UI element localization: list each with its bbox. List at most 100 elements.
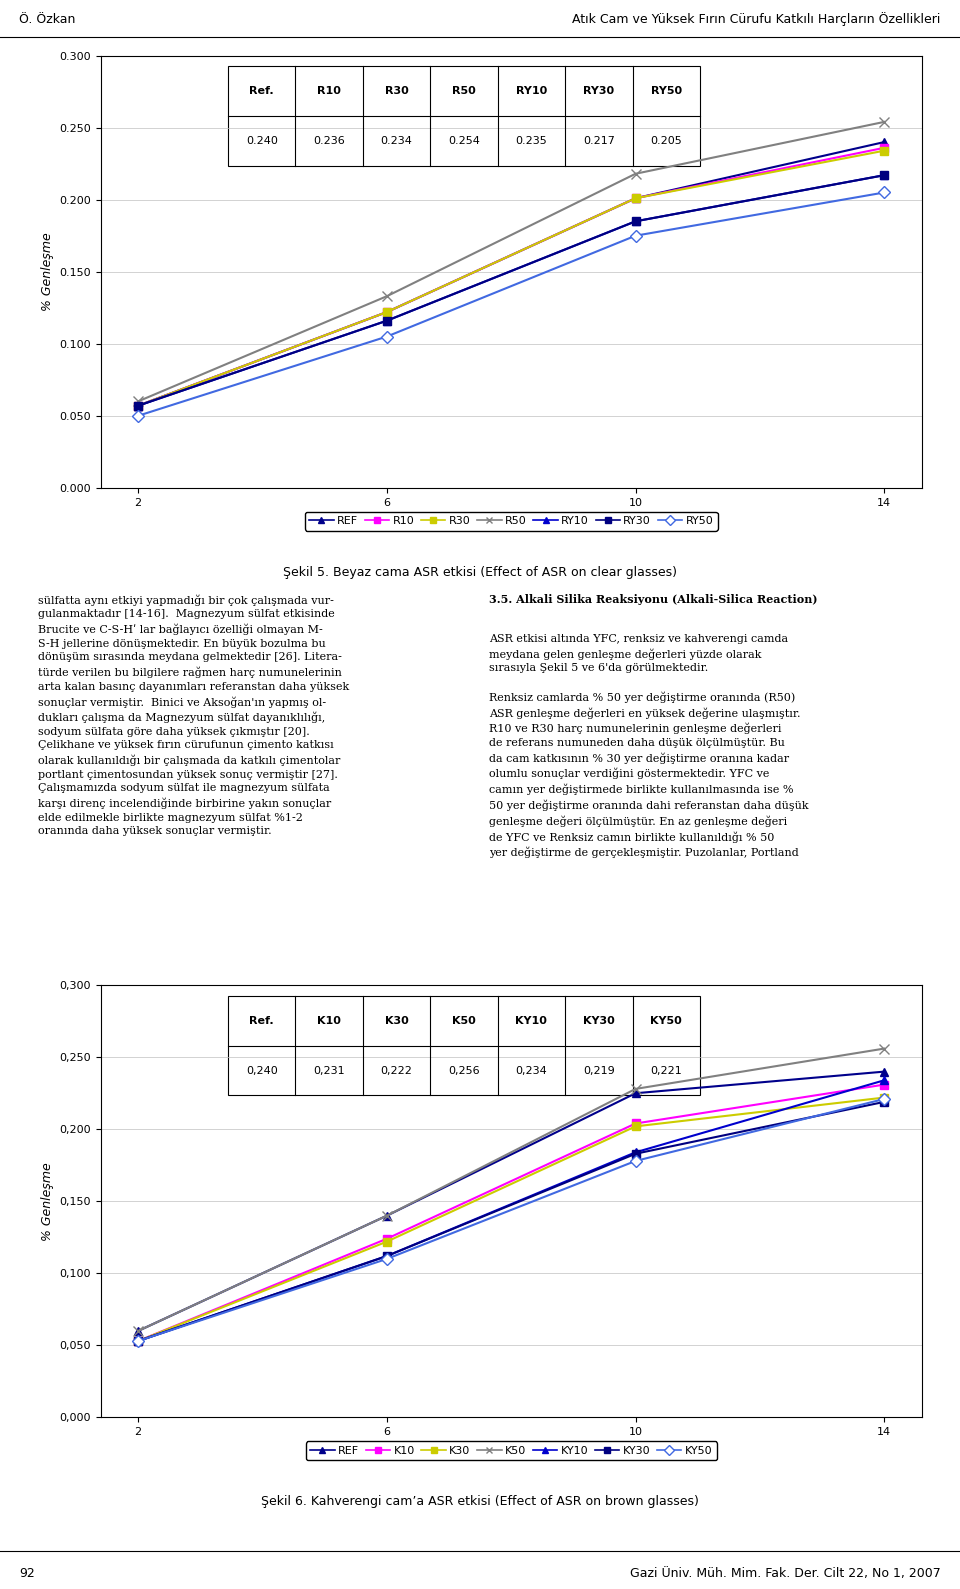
Text: 0,256: 0,256	[448, 1066, 480, 1076]
R10	[132, 396, 144, 415]
RY30	[132, 396, 144, 415]
Text: 0.236: 0.236	[313, 137, 345, 146]
Text: Atık Cam ve Yüksek Fırın Cürufu Katkılı Harçların Özellikleri: Atık Cam ve Yüksek Fırın Cürufu Katkılı …	[572, 13, 941, 25]
Line: REF: REF	[134, 1068, 888, 1335]
FancyBboxPatch shape	[228, 996, 700, 1095]
Text: 0,234: 0,234	[516, 1066, 547, 1076]
Y-axis label: % Genleşme: % Genleşme	[40, 232, 54, 311]
Line: K10: K10	[134, 1081, 888, 1346]
KY50	[132, 1332, 144, 1351]
RY30	[630, 211, 641, 230]
RY50	[381, 327, 393, 346]
REF	[878, 132, 890, 151]
Text: 92: 92	[19, 1567, 35, 1579]
FancyBboxPatch shape	[228, 67, 700, 165]
X-axis label: Zaman (gün): Zaman (gün)	[470, 513, 552, 526]
R50	[381, 286, 393, 305]
Text: RY10: RY10	[516, 86, 547, 97]
RY50	[132, 407, 144, 426]
KY10	[630, 1142, 641, 1162]
Text: Şekil 5. Beyaz cama ASR etkisi (Effect of ASR on clear glasses): Şekil 5. Beyaz cama ASR etkisi (Effect o…	[283, 566, 677, 578]
KY30	[381, 1246, 393, 1265]
KY50	[381, 1249, 393, 1268]
RY50	[630, 226, 641, 245]
KY10	[381, 1246, 393, 1265]
Text: Ref.: Ref.	[250, 86, 274, 97]
Line: K30: K30	[134, 1093, 888, 1346]
Line: R30: R30	[134, 146, 888, 410]
Line: R50: R50	[133, 118, 889, 407]
Text: KY50: KY50	[650, 1015, 683, 1026]
Text: K50: K50	[452, 1015, 476, 1026]
R50	[630, 164, 641, 183]
K30	[878, 1088, 890, 1108]
Line: RY30: RY30	[134, 172, 888, 410]
K30	[132, 1332, 144, 1351]
R10	[381, 302, 393, 321]
Text: 0.205: 0.205	[650, 137, 683, 146]
RY30	[878, 165, 890, 184]
RY10	[132, 396, 144, 415]
Text: 0.234: 0.234	[381, 137, 413, 146]
Line: KY50: KY50	[134, 1095, 888, 1346]
Text: sülfatta aynı etkiyi yapmadığı bir çok çalışmada vur-
gulanmaktadır [14-16].  Ma: sülfatta aynı etkiyi yapmadığı bir çok ç…	[37, 594, 349, 836]
K50	[878, 1039, 890, 1058]
Text: R10: R10	[317, 86, 341, 97]
Y-axis label: % Genleşme: % Genleşme	[41, 1162, 54, 1241]
K50	[381, 1206, 393, 1225]
RY10	[878, 165, 890, 184]
KY30	[630, 1144, 641, 1163]
REF	[381, 1206, 393, 1225]
Line: RY10: RY10	[134, 172, 888, 410]
Text: 0,219: 0,219	[583, 1066, 614, 1076]
Line: RY50: RY50	[134, 189, 888, 419]
RY30	[381, 311, 393, 331]
Text: Ref.: Ref.	[250, 1015, 274, 1026]
R10	[630, 189, 641, 208]
KY50	[878, 1090, 890, 1109]
Line: KY30: KY30	[134, 1098, 888, 1346]
K30	[381, 1231, 393, 1251]
Text: Ö. Özkan: Ö. Özkan	[19, 13, 76, 25]
Text: R30: R30	[385, 86, 408, 97]
Text: R50: R50	[452, 86, 476, 97]
REF	[630, 189, 641, 208]
KY10	[132, 1332, 144, 1351]
Text: 0,221: 0,221	[650, 1066, 683, 1076]
Text: 0,240: 0,240	[246, 1066, 277, 1076]
Text: RY30: RY30	[584, 86, 614, 97]
K10	[878, 1076, 890, 1095]
Text: 0.240: 0.240	[246, 137, 277, 146]
KY30	[132, 1332, 144, 1351]
K10	[381, 1230, 393, 1249]
R50	[132, 392, 144, 412]
Legend: REF, K10, K30, K50, KY10, KY30, KY50: REF, K10, K30, K50, KY10, KY30, KY50	[305, 1441, 717, 1460]
Text: ASR etkisi altında YFC, renksiz ve kahverengi camda
meydana gelen genleşme değer: ASR etkisi altında YFC, renksiz ve kahve…	[489, 634, 808, 858]
REF	[878, 1061, 890, 1081]
Text: Gazi Üniv. Müh. Mim. Fak. Der. Cilt 22, No 1, 2007: Gazi Üniv. Müh. Mim. Fak. Der. Cilt 22, …	[630, 1567, 941, 1579]
REF	[132, 396, 144, 415]
R30	[381, 302, 393, 321]
Legend: REF, R10, R30, R50, RY10, RY30, RY50: REF, R10, R30, R50, RY10, RY30, RY50	[304, 512, 718, 531]
R30	[630, 189, 641, 208]
R30	[132, 396, 144, 415]
Text: RY50: RY50	[651, 86, 682, 97]
K10	[630, 1114, 641, 1133]
Line: R10: R10	[134, 143, 888, 410]
Text: 0,222: 0,222	[381, 1066, 413, 1076]
Line: K50: K50	[133, 1044, 889, 1336]
R50	[878, 113, 890, 132]
RY10	[381, 311, 393, 331]
REF	[381, 302, 393, 321]
RY10	[630, 211, 641, 230]
Text: 0.235: 0.235	[516, 137, 547, 146]
Text: K30: K30	[385, 1015, 408, 1026]
Text: 0.254: 0.254	[448, 137, 480, 146]
Text: KY10: KY10	[516, 1015, 547, 1026]
Text: Şekil 6. Kahverengi cam’a ASR etkisi (Effect of ASR on brown glasses): Şekil 6. Kahverengi cam’a ASR etkisi (Ef…	[261, 1495, 699, 1508]
KY30	[878, 1092, 890, 1111]
K30	[630, 1117, 641, 1136]
Line: REF: REF	[134, 138, 888, 410]
REF	[630, 1084, 641, 1103]
KY50	[630, 1152, 641, 1171]
